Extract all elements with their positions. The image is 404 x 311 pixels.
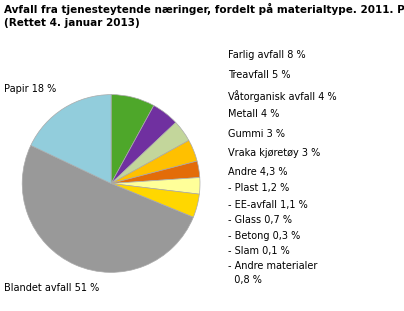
Text: Farlig avfall 8 %: Farlig avfall 8 % xyxy=(228,50,306,60)
Wedge shape xyxy=(111,105,176,183)
Wedge shape xyxy=(111,123,189,183)
Text: 0,8 %: 0,8 % xyxy=(228,275,262,285)
Text: - Betong 0,3 %: - Betong 0,3 % xyxy=(228,231,301,241)
Wedge shape xyxy=(111,183,199,217)
Text: - EE-avfall 1,1 %: - EE-avfall 1,1 % xyxy=(228,200,308,210)
Text: Treavfall 5 %: Treavfall 5 % xyxy=(228,70,291,80)
Wedge shape xyxy=(111,141,197,183)
Text: Våtorganisk avfall 4 %: Våtorganisk avfall 4 % xyxy=(228,90,337,102)
Text: - Andre materialer: - Andre materialer xyxy=(228,261,318,271)
Text: Andre 4,3 %: Andre 4,3 % xyxy=(228,167,288,177)
Text: Papir 18 %: Papir 18 % xyxy=(4,84,56,94)
Wedge shape xyxy=(111,178,200,194)
Wedge shape xyxy=(22,145,193,272)
Wedge shape xyxy=(111,161,200,183)
Text: Vraka kjøretøy 3 %: Vraka kjøretøy 3 % xyxy=(228,148,320,158)
Text: Gummi 3 %: Gummi 3 % xyxy=(228,129,285,139)
Text: Metall 4 %: Metall 4 % xyxy=(228,109,280,119)
Wedge shape xyxy=(111,95,154,183)
Text: Avfall fra tjenesteytende næringer, fordelt på materialtype. 2011. Prosent
(Rett: Avfall fra tjenesteytende næringer, ford… xyxy=(4,3,404,28)
Text: - Plast 1,2 %: - Plast 1,2 % xyxy=(228,183,290,193)
Wedge shape xyxy=(31,95,111,183)
Text: - Glass 0,7 %: - Glass 0,7 % xyxy=(228,215,292,225)
Text: Blandet avfall 51 %: Blandet avfall 51 % xyxy=(4,283,99,293)
Text: - Slam 0,1 %: - Slam 0,1 % xyxy=(228,246,290,256)
